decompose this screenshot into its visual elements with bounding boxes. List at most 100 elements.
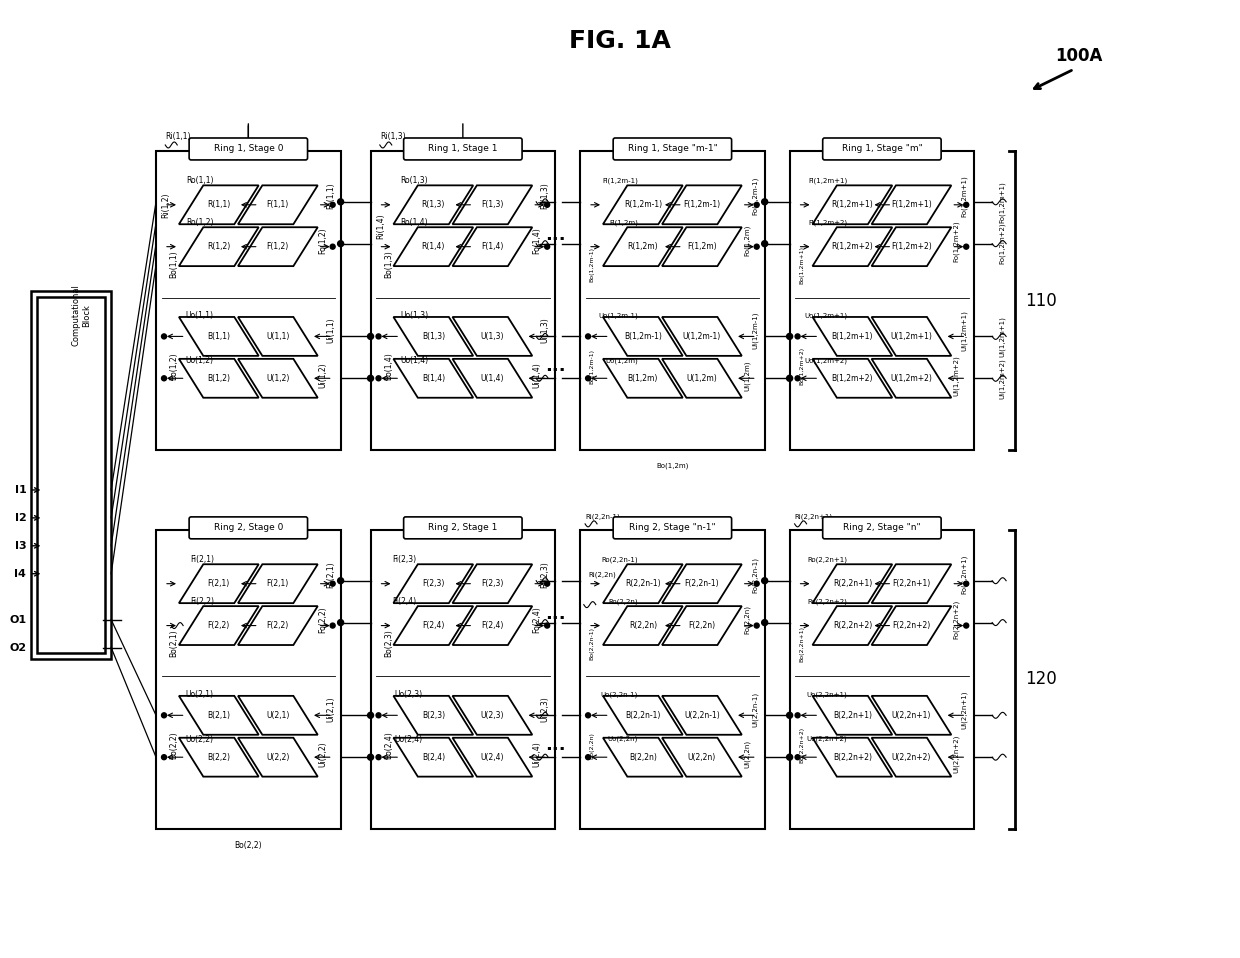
FancyBboxPatch shape (190, 517, 308, 538)
Text: Uo(2,2n-1): Uo(2,2n-1) (600, 691, 637, 697)
Polygon shape (238, 317, 317, 355)
Text: Uo(2,4): Uo(2,4) (394, 735, 423, 743)
Bar (31, 290, 112, 659)
Text: F(2,1): F(2,1) (207, 580, 229, 588)
Circle shape (367, 713, 373, 718)
FancyBboxPatch shape (822, 138, 941, 160)
Polygon shape (603, 359, 683, 398)
Text: Uo(2,3): Uo(2,3) (394, 690, 423, 699)
Polygon shape (812, 317, 893, 355)
Text: Ro(1,1): Ro(1,1) (186, 176, 213, 185)
Text: Fi(1,2m-1): Fi(1,2m-1) (601, 177, 637, 184)
Text: F(2,4): F(2,4) (481, 621, 503, 630)
Text: Uo(1,3): Uo(1,3) (401, 311, 428, 320)
Text: B(1,2): B(1,2) (207, 374, 231, 383)
Text: Ring 1, Stage "m-1": Ring 1, Stage "m-1" (627, 145, 717, 153)
Polygon shape (662, 696, 742, 735)
Polygon shape (393, 696, 474, 735)
Text: Fo(1,2m+2): Fo(1,2m+2) (999, 223, 1006, 264)
Polygon shape (872, 564, 951, 604)
Text: Computational
Block: Computational Block (71, 285, 91, 347)
Polygon shape (662, 317, 742, 355)
Text: F(2,2n+1): F(2,2n+1) (893, 580, 930, 588)
Text: U(1,3): U(1,3) (481, 331, 505, 341)
Text: O1: O1 (9, 615, 26, 625)
Bar (156, 151, 341, 450)
Text: Ro(1,2): Ro(1,2) (186, 218, 213, 227)
Circle shape (337, 578, 343, 583)
Text: R(2,2n+1): R(2,2n+1) (833, 580, 872, 588)
Circle shape (544, 582, 549, 586)
Text: R(1,2): R(1,2) (207, 242, 231, 251)
Text: Ring 2, Stage "n-1": Ring 2, Stage "n-1" (629, 523, 715, 533)
Text: Fo(1,2m+1): Fo(1,2m+1) (999, 181, 1006, 222)
Text: Ui(2,3): Ui(2,3) (541, 696, 549, 722)
Text: Fo(2,2n+2): Fo(2,2n+2) (954, 600, 960, 639)
Text: Bo(1,3): Bo(1,3) (384, 251, 393, 279)
Circle shape (754, 244, 759, 249)
Text: U(1,2): U(1,2) (267, 374, 290, 383)
Polygon shape (179, 564, 259, 604)
Polygon shape (662, 359, 742, 398)
Text: U(1,2m): U(1,2m) (687, 374, 717, 383)
Text: U(2,1): U(2,1) (267, 711, 290, 719)
Text: Bo(2,4): Bo(2,4) (384, 731, 393, 759)
Text: F(2,2n): F(2,2n) (688, 621, 715, 630)
Text: Fi(1,2m): Fi(1,2m) (609, 219, 637, 226)
Bar (371, 151, 556, 450)
Polygon shape (872, 317, 951, 355)
Polygon shape (662, 227, 742, 266)
Circle shape (786, 713, 792, 718)
Text: Uo(1,2m+2): Uo(1,2m+2) (805, 357, 847, 364)
Bar (371, 530, 556, 829)
Text: 120: 120 (1025, 671, 1056, 689)
Text: Bo(1,2m+1): Bo(1,2m+1) (799, 245, 804, 284)
Polygon shape (872, 185, 951, 224)
Polygon shape (453, 359, 532, 398)
Circle shape (786, 376, 792, 381)
Text: I4: I4 (15, 569, 26, 579)
Circle shape (330, 202, 335, 207)
Text: FIG. 1A: FIG. 1A (569, 30, 671, 54)
Polygon shape (603, 227, 683, 266)
Circle shape (963, 623, 968, 628)
Polygon shape (603, 185, 683, 224)
Text: Bo(1,2m-1): Bo(1,2m-1) (589, 349, 594, 384)
Circle shape (761, 578, 768, 583)
Text: Fo(2,3): Fo(2,3) (541, 561, 549, 588)
Text: R(1,4): R(1,4) (422, 242, 445, 251)
Text: ...: ... (544, 357, 565, 376)
Text: U(2,4): U(2,4) (481, 753, 505, 762)
Text: F(1,2m+2): F(1,2m+2) (892, 242, 931, 251)
Circle shape (161, 755, 166, 760)
Text: R(1,2m+1): R(1,2m+1) (832, 200, 873, 209)
Text: Fo(2,2n): Fo(2,2n) (744, 605, 750, 634)
Text: B(2,2): B(2,2) (207, 753, 231, 762)
Polygon shape (453, 227, 532, 266)
Circle shape (754, 623, 759, 628)
Polygon shape (812, 359, 893, 398)
Bar (580, 151, 765, 450)
Circle shape (761, 240, 768, 246)
Text: Bo(2,2n-1): Bo(2,2n-1) (589, 627, 594, 660)
FancyBboxPatch shape (190, 138, 308, 160)
Polygon shape (179, 606, 259, 645)
Text: B(2,2n): B(2,2n) (629, 753, 657, 762)
Text: Fi(1,2m+1): Fi(1,2m+1) (808, 177, 847, 184)
Circle shape (161, 713, 166, 718)
Text: Uo(1,4): Uo(1,4) (401, 355, 428, 365)
FancyBboxPatch shape (613, 138, 732, 160)
Text: Fi(2,4): Fi(2,4) (393, 597, 417, 606)
Circle shape (367, 333, 373, 339)
Text: F(2,3): F(2,3) (481, 580, 503, 588)
Text: F(1,2m-1): F(1,2m-1) (683, 200, 720, 209)
Text: R(1,2m+2): R(1,2m+2) (832, 242, 873, 251)
Polygon shape (603, 738, 683, 777)
Circle shape (963, 582, 968, 586)
Text: U(2,3): U(2,3) (481, 711, 505, 719)
Text: Ui(2,2n+2): Ui(2,2n+2) (954, 735, 960, 773)
Text: F(2,1): F(2,1) (267, 580, 289, 588)
Text: Bo(2,1): Bo(2,1) (170, 629, 179, 657)
Text: Uo(2,2n): Uo(2,2n) (608, 736, 637, 742)
Text: B(2,2n-1): B(2,2n-1) (625, 711, 661, 719)
